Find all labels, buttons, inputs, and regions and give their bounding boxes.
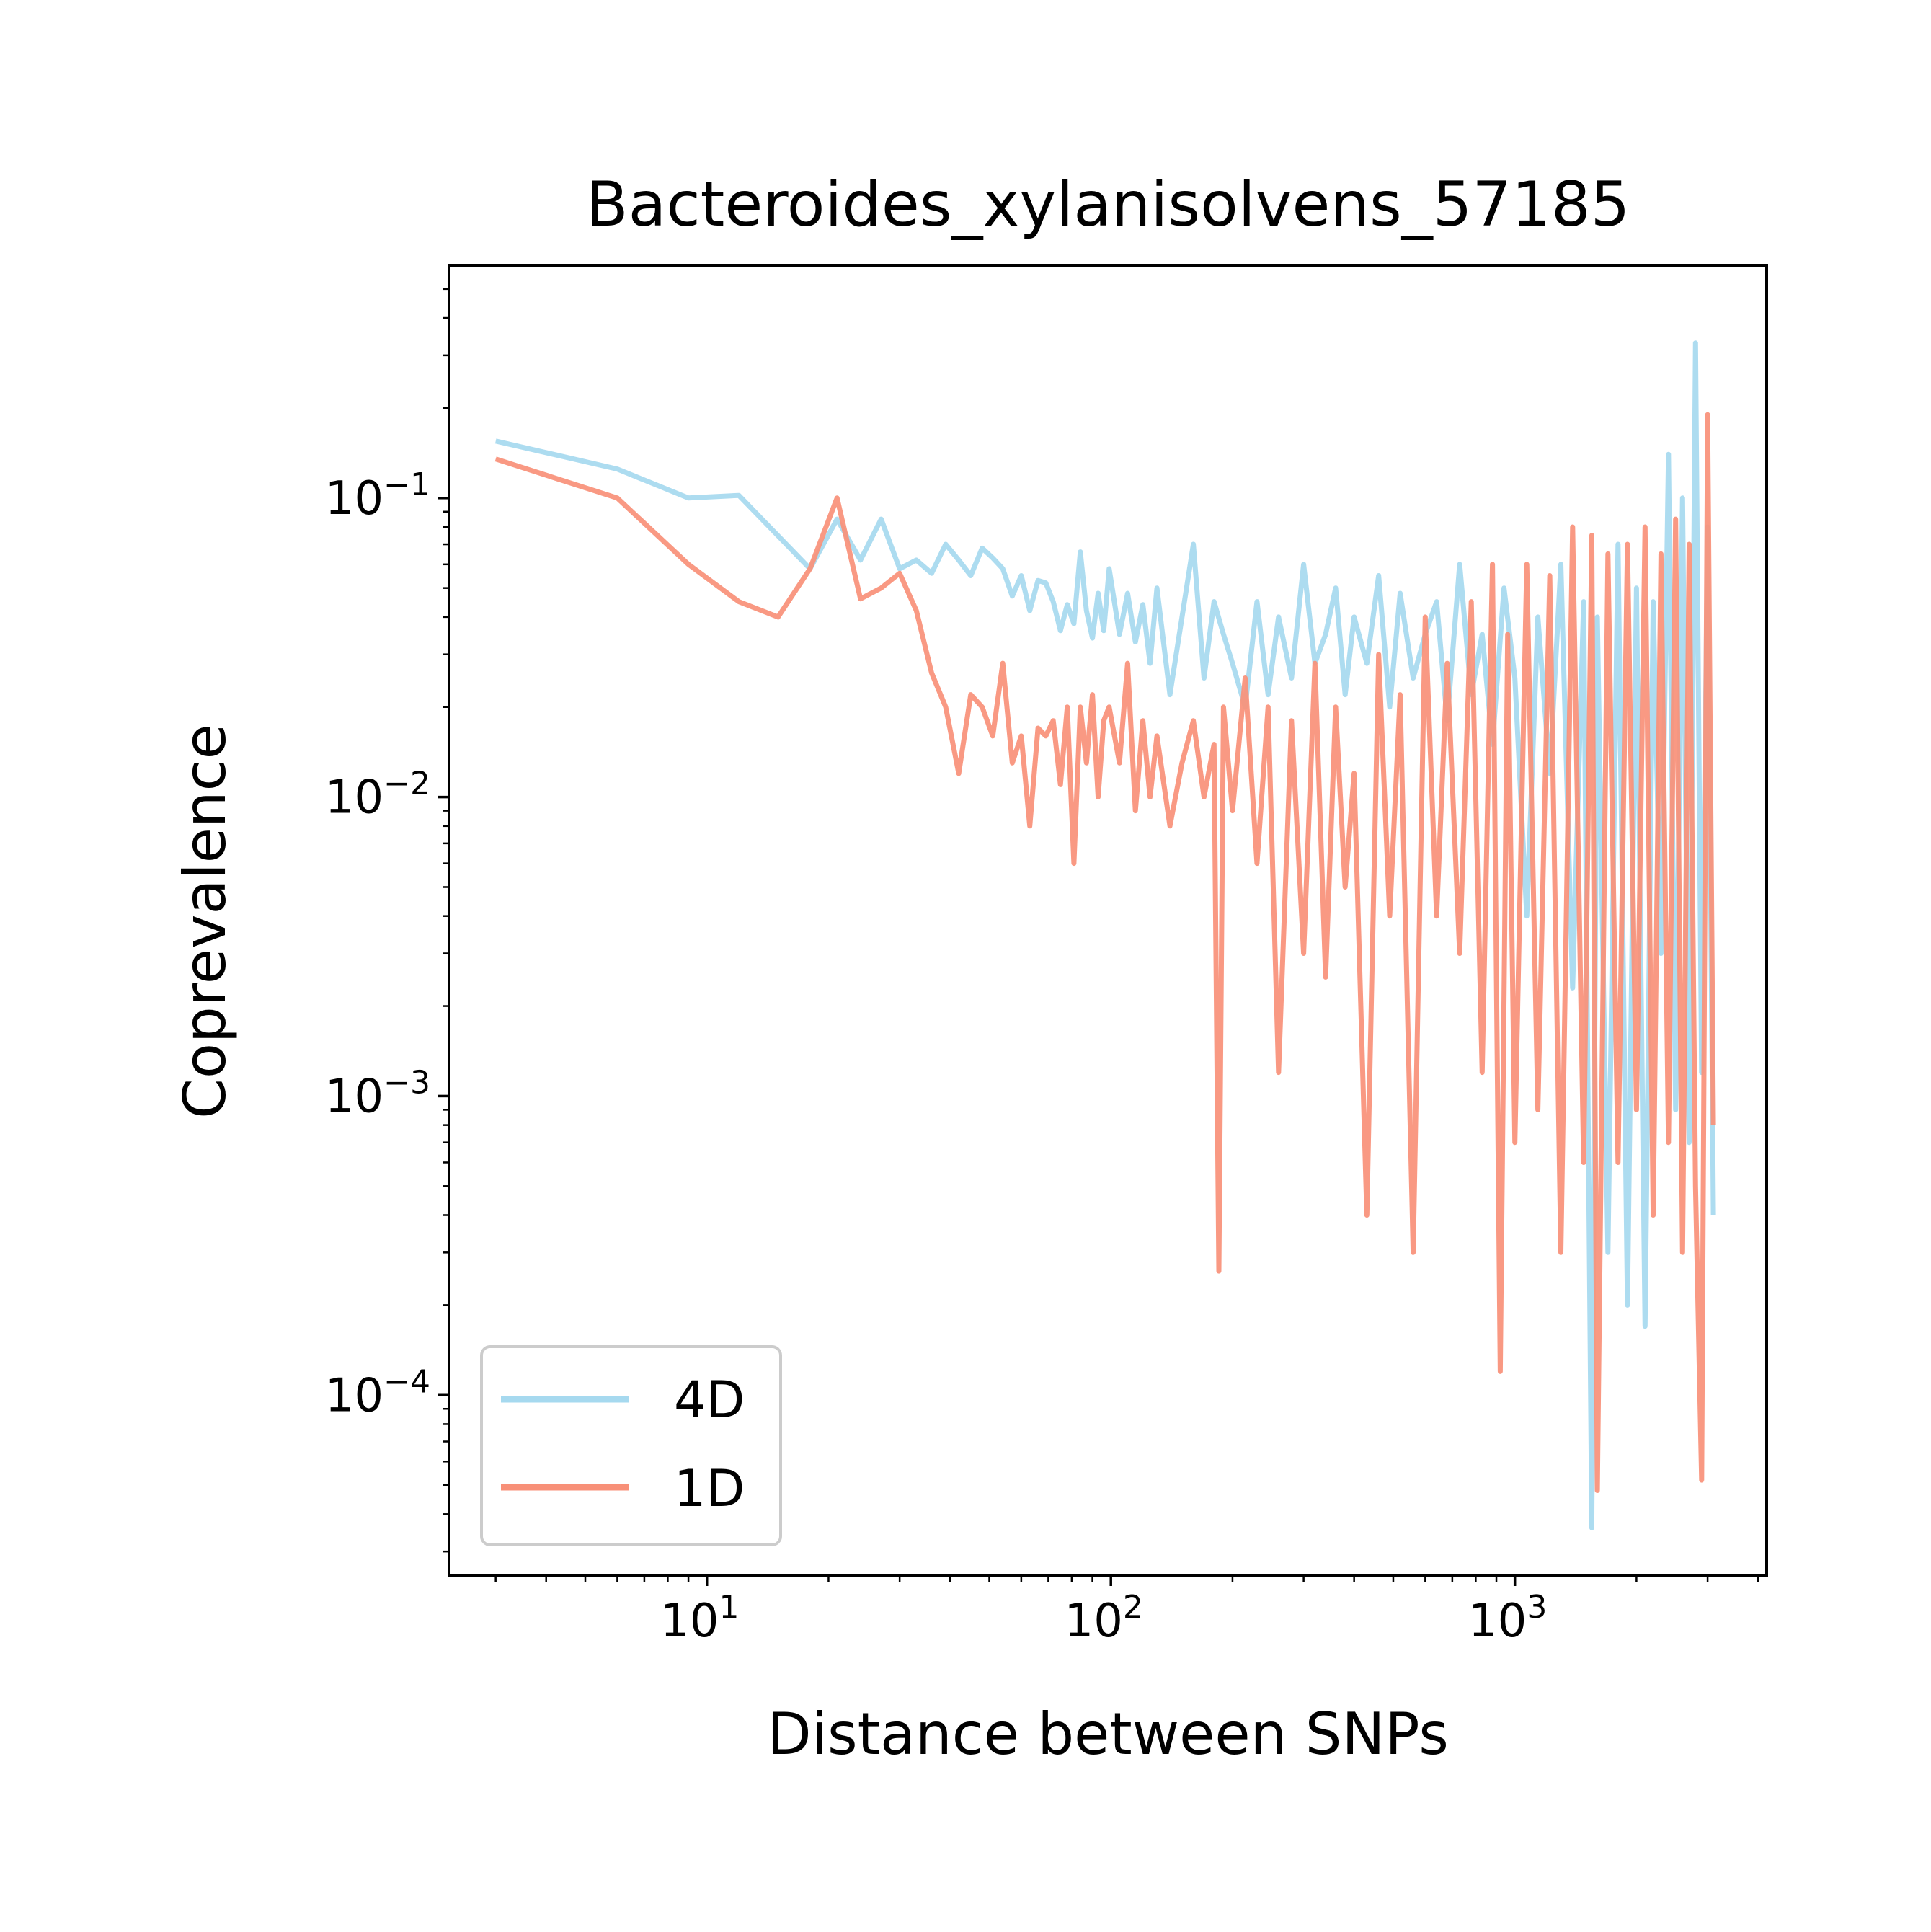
- series-line-1d: [494, 412, 1716, 1493]
- y-tick-label: 10−3: [325, 1064, 430, 1123]
- y-axis-label: Coprevalence: [172, 724, 239, 1119]
- series-layer: [494, 340, 1716, 1530]
- y-tick-label: 10−4: [325, 1363, 430, 1422]
- x-tick-label: 101: [660, 1589, 739, 1648]
- y-tick-label: 10−1: [325, 466, 430, 526]
- y-tick-label: 10−2: [325, 766, 430, 825]
- legend-label-1d: 1D: [674, 1459, 745, 1518]
- x-tick-label: 102: [1064, 1589, 1142, 1648]
- x-tick-label: 103: [1468, 1589, 1547, 1648]
- chart-title: Bacteroides_xylanisolvens_57185: [586, 169, 1630, 241]
- legend: 4D 1D: [480, 1345, 782, 1546]
- ticks-layer: 101 102 103 10−1 10−2 10−3 10−4: [325, 288, 1759, 1648]
- plot-frame: [448, 264, 1768, 1577]
- x-axis-label: Distance between SNPs: [767, 1701, 1449, 1768]
- legend-label-4d: 4D: [674, 1370, 745, 1430]
